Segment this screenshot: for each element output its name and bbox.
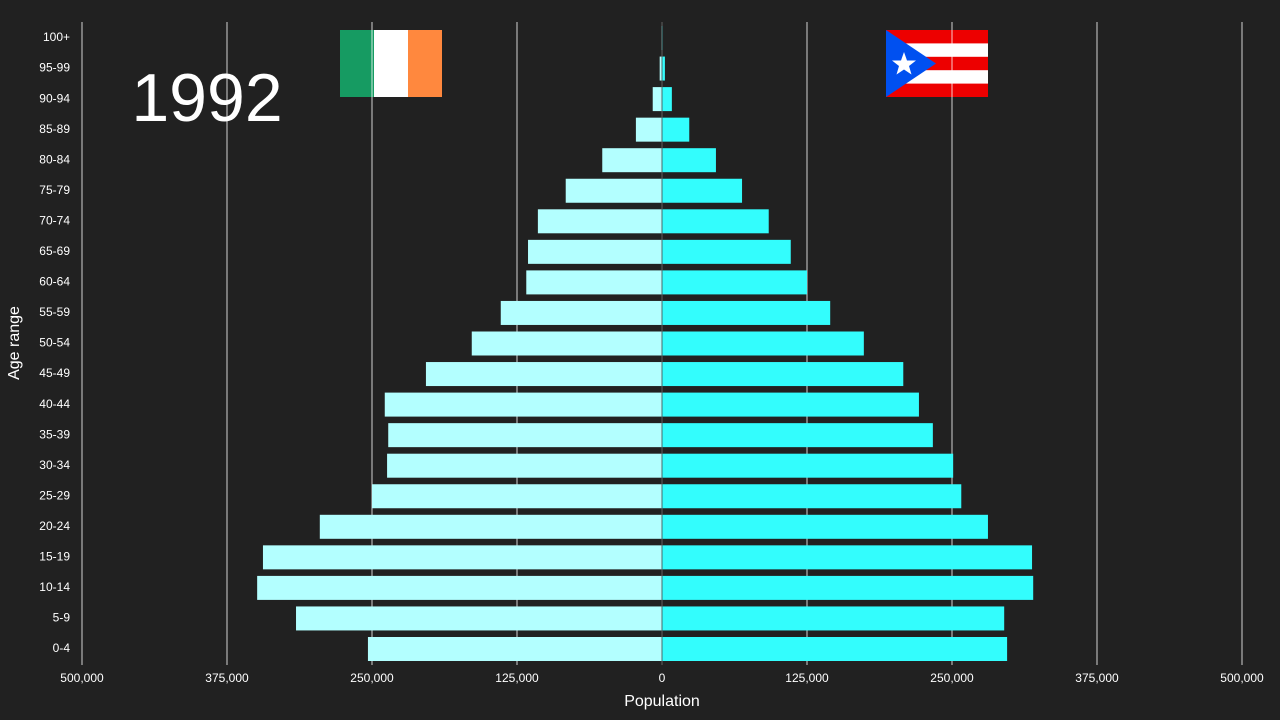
- bar: [662, 575, 1034, 600]
- bar: [565, 178, 662, 203]
- y-tick-label: 20-24: [39, 519, 70, 533]
- bar: [662, 148, 716, 173]
- bar: [319, 514, 662, 539]
- x-tick-label: 0: [659, 671, 666, 685]
- bar: [662, 484, 962, 509]
- bar: [662, 331, 864, 356]
- bar: [662, 56, 665, 81]
- flag-puerto-rico: [886, 30, 988, 97]
- flag-star: [892, 52, 916, 75]
- bar: [662, 423, 933, 448]
- bar: [662, 270, 807, 295]
- y-tick-label: 65-69: [39, 244, 70, 258]
- y-tick-label: 50-54: [39, 336, 70, 350]
- y-tick-label: 90-94: [39, 91, 70, 105]
- year-annotation: 1992: [131, 60, 282, 136]
- bar: [367, 637, 662, 661]
- y-tick-label: 10-14: [39, 580, 70, 594]
- flag-stripe: [374, 30, 408, 97]
- bar: [662, 362, 904, 387]
- bar: [662, 209, 769, 234]
- y-tick-label: 25-29: [39, 488, 70, 502]
- y-tick-label: 30-34: [39, 458, 70, 472]
- bar: [662, 300, 831, 325]
- bar: [526, 270, 662, 295]
- y-tick-label: 75-79: [39, 183, 70, 197]
- bar: [500, 300, 662, 325]
- y-tick-label: 15-19: [39, 550, 70, 564]
- y-tick-label: 80-84: [39, 152, 70, 166]
- bar: [659, 56, 662, 81]
- bar: [662, 239, 791, 264]
- bar: [662, 637, 1008, 661]
- bar: [662, 117, 690, 142]
- x-tick-label: 375,000: [205, 671, 249, 685]
- bar: [262, 545, 662, 570]
- bar: [662, 392, 919, 417]
- y-axis-label: Age range: [6, 306, 23, 380]
- bar: [662, 514, 988, 539]
- y-tick-label: 40-44: [39, 397, 70, 411]
- y-tick-label: 100+: [43, 30, 70, 44]
- y-tick-label: 55-59: [39, 305, 70, 319]
- x-tick-label: 250,000: [350, 671, 394, 685]
- bar: [602, 148, 662, 173]
- bar: [662, 545, 1033, 570]
- bar: [257, 575, 662, 600]
- x-axis-label: Population: [624, 693, 700, 710]
- y-tick-label: 0-4: [53, 641, 71, 655]
- bar: [372, 484, 662, 509]
- bar: [384, 392, 662, 417]
- bar: [471, 331, 662, 356]
- bar: [425, 362, 662, 387]
- bar: [388, 423, 662, 448]
- x-tick-label: 500,000: [60, 671, 104, 685]
- x-tick-label: 375,000: [1075, 671, 1119, 685]
- flag-ireland: [340, 30, 442, 97]
- bar: [662, 453, 954, 478]
- flag-stripe: [340, 30, 374, 97]
- y-tick-label: 95-99: [39, 61, 70, 75]
- bar: [537, 209, 662, 234]
- bar: [662, 178, 743, 203]
- bar: [662, 606, 1005, 631]
- bar: [652, 87, 662, 112]
- y-tick-label: 35-39: [39, 427, 70, 441]
- bar: [387, 453, 662, 478]
- x-tick-label: 125,000: [495, 671, 539, 685]
- flag-stripe: [408, 30, 442, 97]
- x-tick-label: 125,000: [785, 671, 829, 685]
- bar: [528, 239, 662, 264]
- bar: [662, 87, 672, 112]
- y-tick-label: 45-49: [39, 366, 70, 380]
- x-tick-label: 500,000: [1220, 671, 1264, 685]
- y-tick-label: 70-74: [39, 213, 70, 227]
- y-tick-label: 5-9: [53, 611, 71, 625]
- bar: [296, 606, 662, 631]
- x-tick-label: 250,000: [930, 671, 974, 685]
- y-tick-label: 60-64: [39, 275, 70, 289]
- bar: [635, 117, 662, 142]
- y-tick-label: 85-89: [39, 122, 70, 136]
